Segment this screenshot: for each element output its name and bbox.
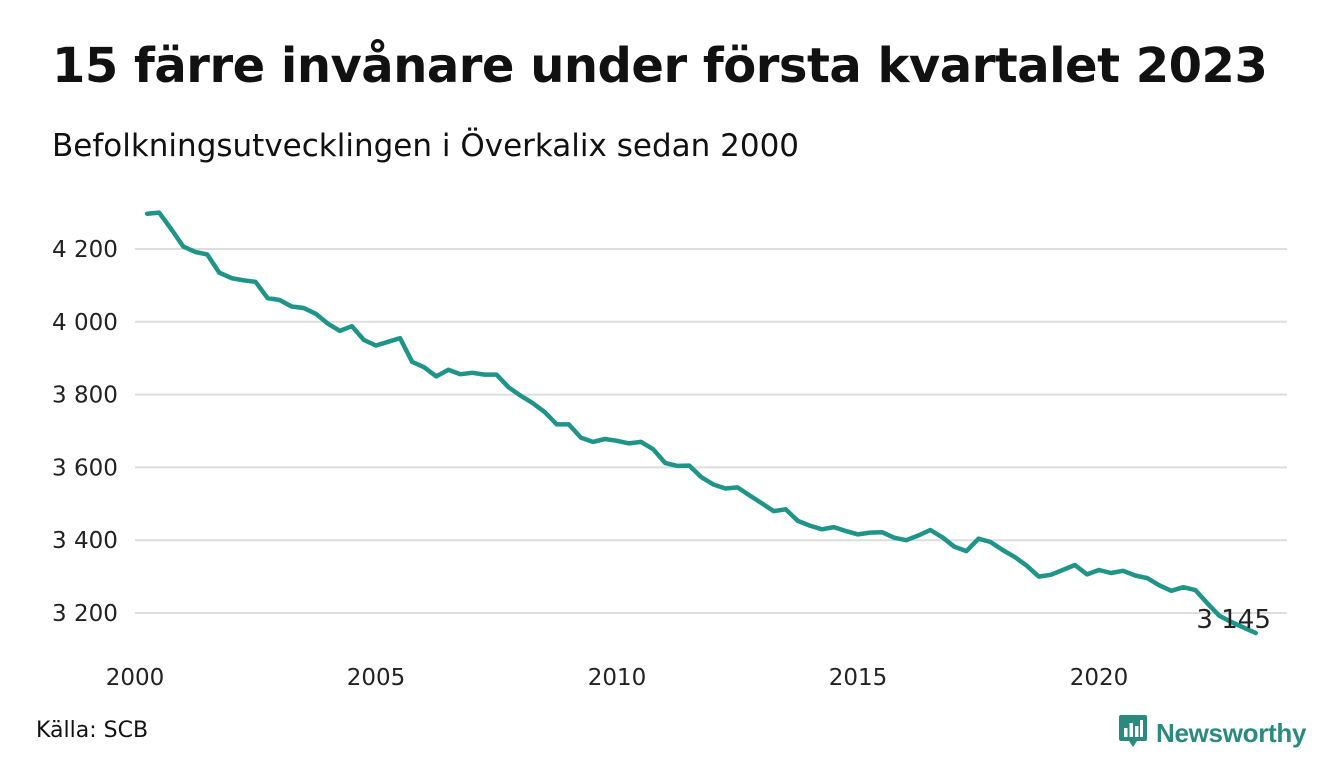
gridlines — [135, 248, 1287, 614]
x-tick-label: 2010 — [588, 665, 647, 691]
y-tick-label: 3 200 — [52, 601, 118, 627]
chart-subtitle: Befolkningsutvecklingen i Överkalix seda… — [52, 128, 800, 164]
brand-name: Newsworthy — [1156, 717, 1307, 748]
y-tick-label: 3 400 — [52, 528, 118, 554]
newsworthy-logo-icon — [1118, 713, 1148, 753]
x-tick-label: 2005 — [347, 665, 406, 691]
x-tick-label: 2015 — [829, 665, 888, 691]
y-tick-label: 4 200 — [52, 237, 118, 263]
y-axis-ticks: 4 200 4 000 3 800 3 600 3 400 3 200 — [52, 237, 118, 627]
y-tick-label: 4 000 — [52, 310, 118, 336]
x-tick-label: 2020 — [1070, 665, 1129, 691]
y-tick-label: 3 600 — [52, 455, 118, 481]
source-label: Källa: SCB — [36, 718, 149, 743]
series-layer — [144, 210, 1258, 636]
y-tick-label: 3 800 — [52, 383, 118, 409]
chart-title: 15 färre invånare under första kvartalet… — [52, 38, 1268, 94]
x-tick-label: 2000 — [106, 665, 165, 691]
x-axis-ticks: 2000 2005 2010 2015 2020 — [106, 665, 1129, 691]
brand-logo[interactable]: Newsworthy — [1118, 713, 1306, 753]
end-value-label: 3 145 — [1196, 605, 1270, 635]
population-series-line — [144, 210, 1258, 636]
